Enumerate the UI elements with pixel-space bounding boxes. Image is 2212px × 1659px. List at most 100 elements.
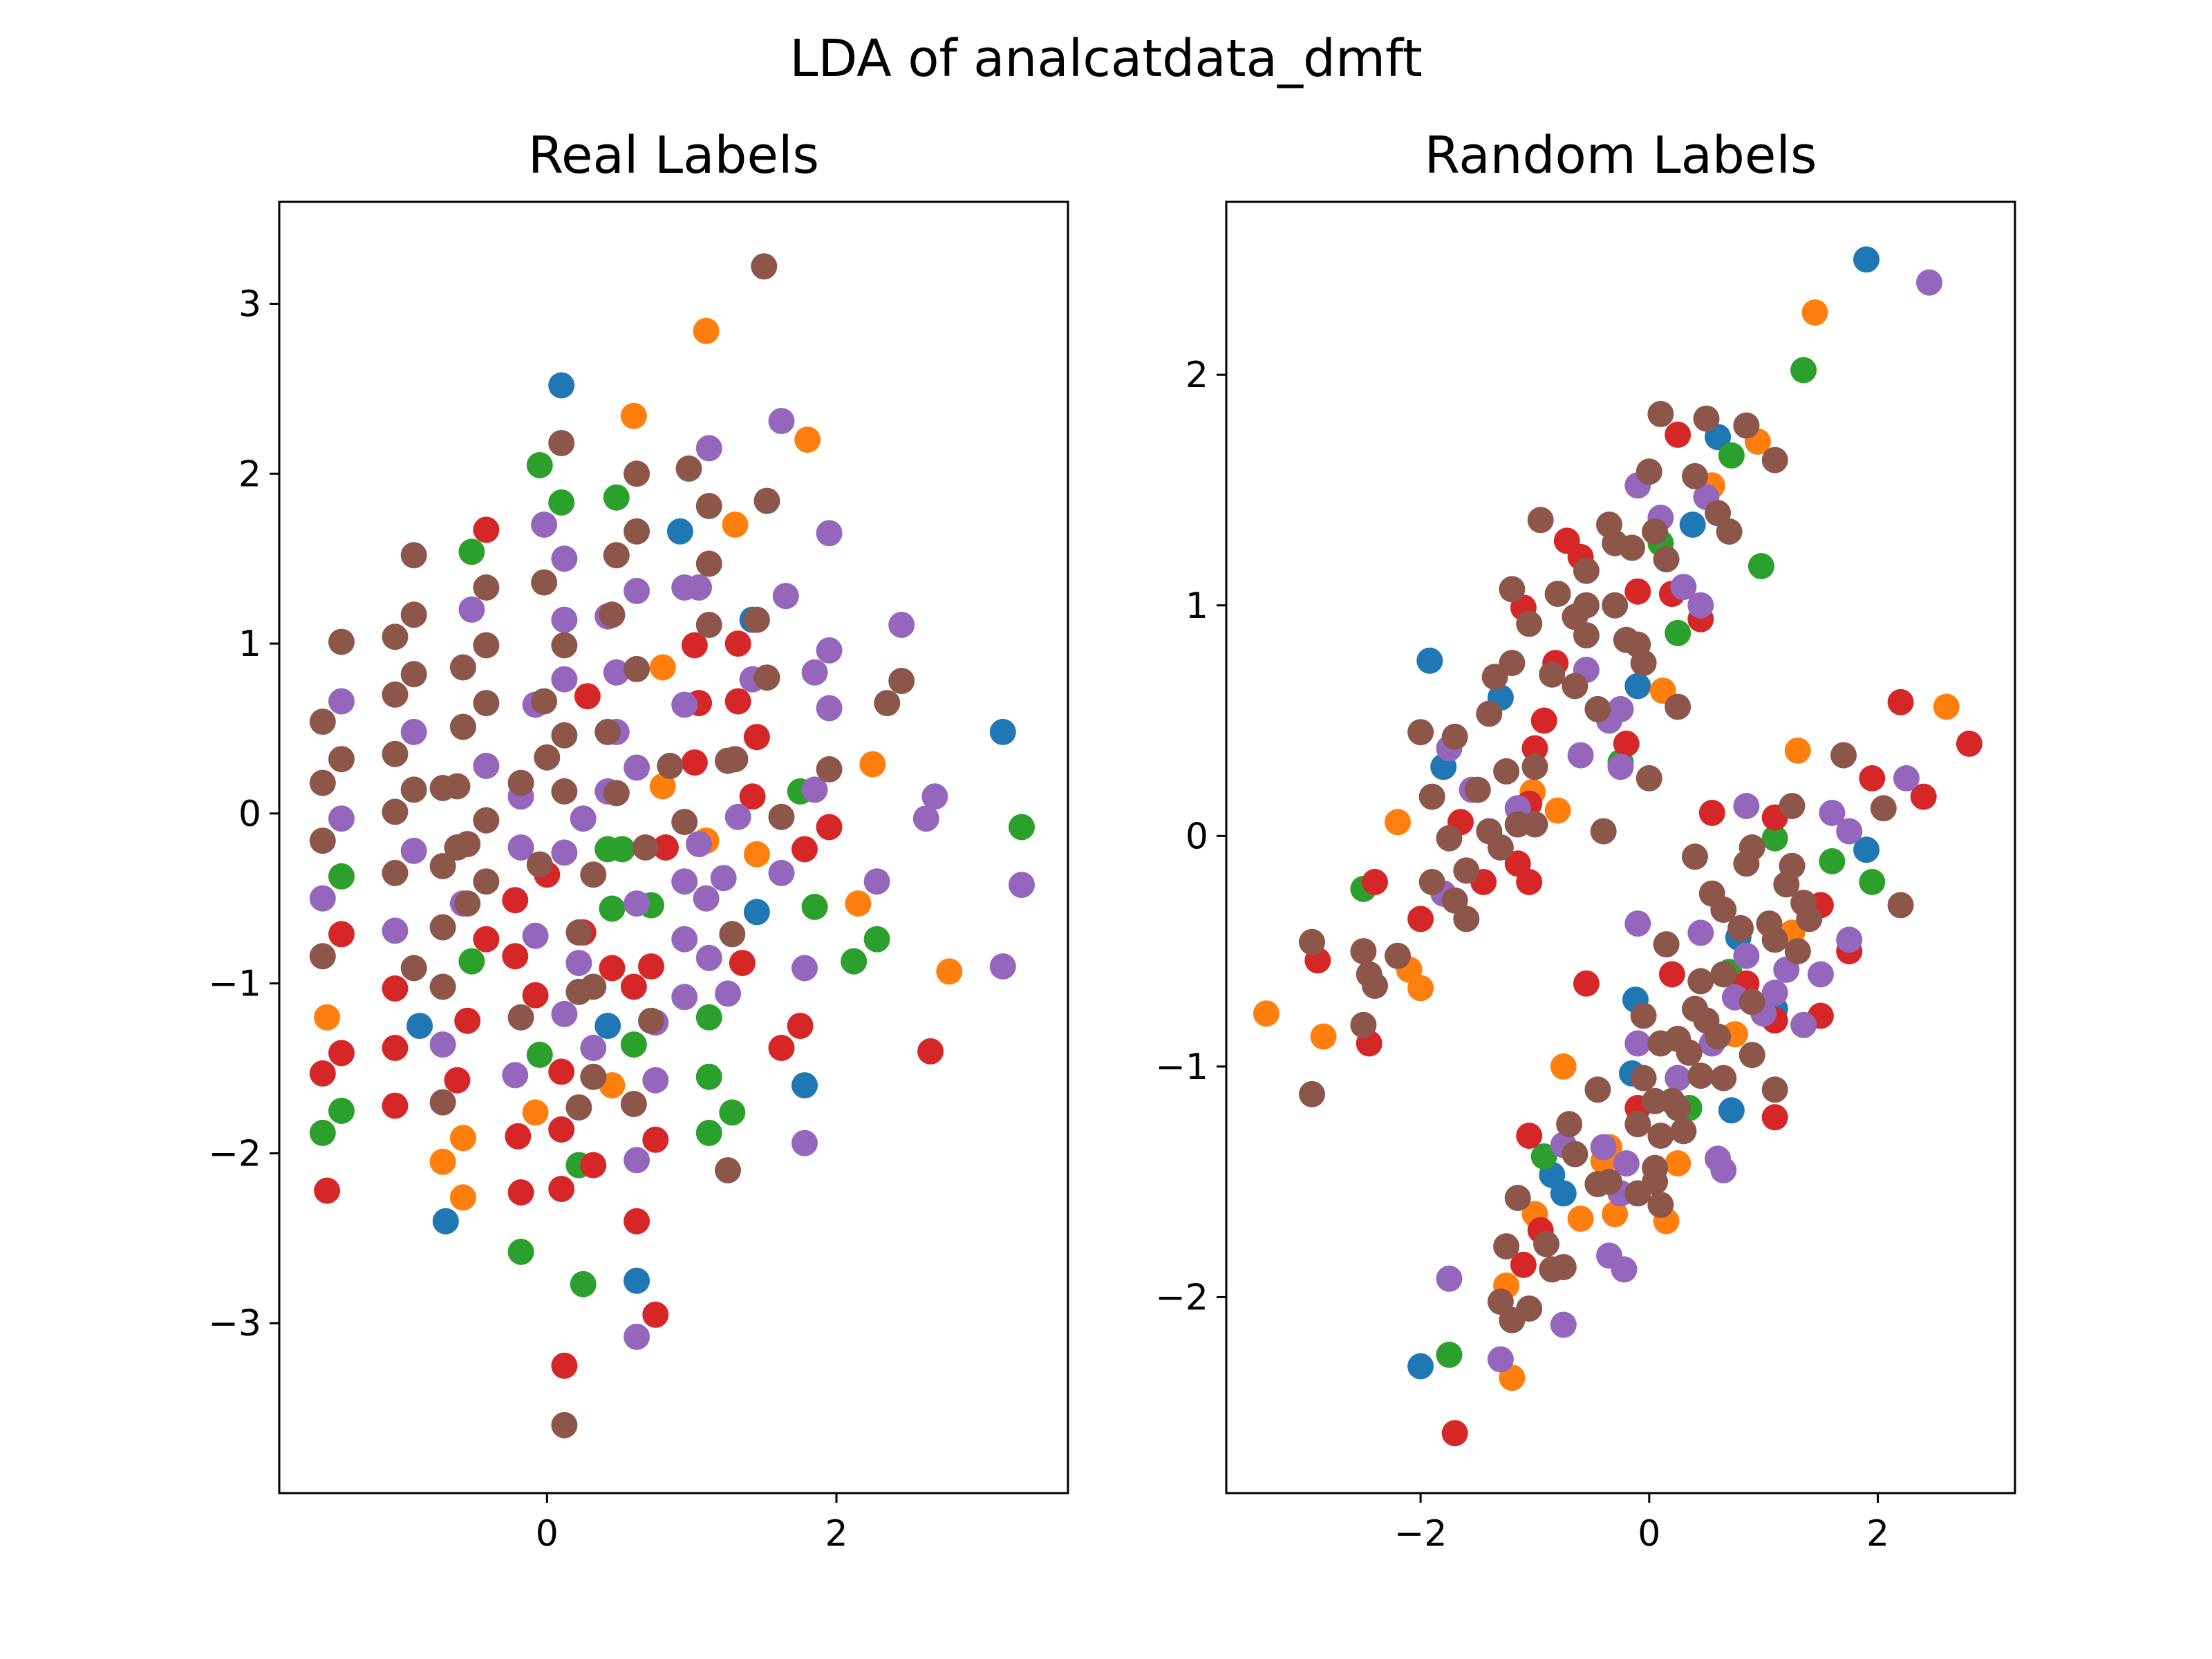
scatter-point-series-5 [1796,906,1823,932]
figure-title: LDA of analcatdata_dmft [789,29,1423,88]
scatter-point-series-1 [620,402,647,429]
scatter-point-series-5 [1441,723,1468,750]
scatter-point-series-5 [449,713,476,740]
scatter-point-series-3 [1624,578,1651,605]
scatter-point-series-2 [841,948,868,975]
scatter-point-series-3 [791,836,818,863]
scatter-point-series-5 [1779,793,1806,819]
scatter-point-series-1 [649,773,676,800]
scatter-point-series-5 [874,690,901,717]
scatter-point-series-5 [580,861,607,888]
scatter-point-series-5 [620,1091,647,1118]
scatter-point-series-2 [695,1004,722,1031]
scatter-point-series-4 [671,926,698,953]
scatter-point-series-4 [863,868,890,895]
scatter-point-series-4 [624,754,650,781]
scatter-point-series-3 [522,982,549,1009]
scatter-point-series-3 [768,1035,795,1061]
scatter-point-series-4 [724,803,751,830]
scatter-point-series-2 [328,1098,355,1124]
scatter-point-series-3 [1859,765,1886,791]
scatter-point-series-5 [400,601,427,628]
scatter-point-series-5 [309,709,336,735]
scatter-point-series-4 [551,1000,578,1027]
scatter-point-series-2 [599,895,626,922]
scatter-point-series-5 [1665,693,1691,720]
scatter-point-series-3 [1761,1104,1788,1131]
scatter-point-series-4 [1590,1134,1617,1161]
scatter-point-series-1 [522,1099,549,1126]
scatter-point-series-1 [693,317,720,344]
scatter-point-series-5 [1630,650,1657,677]
scatter-point-series-4 [686,831,713,858]
scatter-point-series-5 [565,1094,592,1121]
scatter-point-series-5 [743,606,770,633]
scatter-point-series-4 [1624,910,1651,937]
scatter-point-series-3 [444,1067,471,1094]
scatter-point-series-3 [502,943,529,970]
scatter-point-series-3 [816,814,843,841]
scatter-point-series-4 [715,980,741,1007]
scatter-point-series-4 [328,805,355,832]
scatter-point-series-5 [722,746,749,773]
scatter-point-series-5 [1647,1123,1674,1149]
scatter-point-series-5 [1362,973,1388,1000]
scatter-point-series-5 [1573,622,1600,649]
scatter-point-series-3 [724,688,751,715]
axes-frame [278,200,1069,1494]
scatter-point-series-5 [507,769,534,796]
scatter-point-series-4 [1670,574,1697,601]
scatter-point-series-5 [1562,673,1588,700]
scatter-point-series-5 [309,827,336,854]
scatter-point-series-5 [1590,818,1617,845]
scatter-point-series-5 [1624,1111,1651,1138]
axes-frame [1225,200,2016,1494]
scatter-point-series-3 [382,1092,409,1119]
y-tick-label: 0 [1185,816,1208,857]
scatter-point-series-3 [1698,800,1725,826]
scatter-point-series-5 [657,753,684,779]
scatter-point-series-5 [695,550,722,577]
scatter-point-series-5 [1705,1023,1732,1050]
scatter-point-series-4 [624,577,650,604]
scatter-point-series-3 [1510,1251,1537,1278]
scatter-point-series-5 [1385,942,1411,969]
x-tick-label: −2 [1394,1513,1447,1555]
scatter-point-series-3 [309,1060,336,1087]
scatter-point-series-5 [1539,661,1566,688]
scatter-point-series-2 [526,452,553,478]
scatter-point-series-4 [671,868,698,895]
scatter-point-series-4 [551,606,578,633]
scatter-point-series-5 [1738,988,1765,1015]
scatter-point-series-2 [1790,357,1817,384]
scatter-point-series-1 [314,1004,341,1031]
scatter-point-series-4 [1665,1065,1691,1091]
scatter-point-series-3 [620,973,647,1000]
scatter-point-series-5 [400,661,427,688]
scatter-point-series-5 [580,973,607,1000]
scatter-point-series-5 [1299,1080,1325,1107]
scatter-point-series-3 [1521,735,1548,762]
scatter-point-series-5 [1630,1002,1657,1029]
scatter-point-series-5 [888,668,915,695]
scatter-point-series-1 [449,1125,476,1152]
scatter-point-series-3 [1362,869,1388,895]
scatter-point-series-4 [580,1035,607,1061]
scatter-point-series-5 [1710,1065,1737,1091]
scatter-point-series-3 [1665,421,1691,448]
scatter-point-series-5 [816,756,843,782]
scatter-point-series-0 [1550,1180,1577,1207]
y-tick-label: 1 [1185,585,1208,627]
scatter-point-series-5 [531,688,558,715]
scatter-point-series-5 [1562,1141,1588,1168]
scatter-point-series-4 [695,435,722,462]
scatter-point-series-5 [534,744,561,771]
scatter-point-series-4 [570,805,597,832]
scatter-point-series-5 [309,769,336,796]
scatter-point-series-3 [382,1035,409,1061]
scatter-point-series-4 [772,583,799,610]
scatter-point-series-2 [1436,1341,1463,1368]
scatter-point-series-5 [473,574,500,601]
scatter-point-series-3 [642,1126,669,1153]
scatter-point-series-5 [1682,843,1708,870]
